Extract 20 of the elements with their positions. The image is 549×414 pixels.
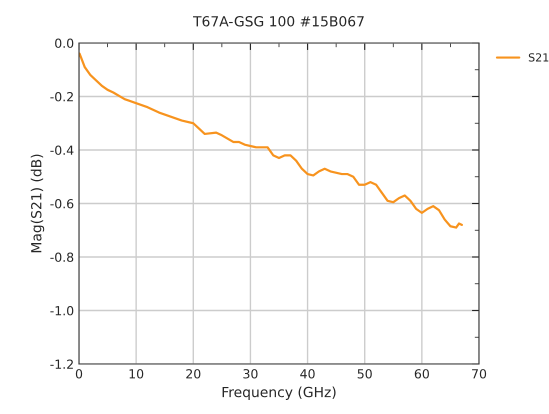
y-tick-label: -0.2 bbox=[50, 92, 73, 102]
x-tick-label: 30 bbox=[243, 369, 258, 379]
y-tick-label: -0.4 bbox=[50, 145, 74, 155]
y-tick-label: -0.8 bbox=[50, 252, 74, 262]
y-axis-title: Mag(S21) (dB) bbox=[30, 154, 44, 252]
line-series bbox=[79, 52, 463, 229]
y-tick-label: -1.2 bbox=[50, 359, 73, 369]
y-tick-label: 0.0 bbox=[55, 38, 74, 48]
x-tick-label: 20 bbox=[186, 369, 200, 379]
x-tick-label: 70 bbox=[472, 369, 486, 379]
y-tick-label: -1.0 bbox=[50, 306, 74, 316]
x-tick-label: 10 bbox=[130, 369, 144, 379]
x-tick-label: 60 bbox=[414, 369, 429, 379]
chart-title: T67A-GSG 100 #15B067 bbox=[193, 16, 364, 27]
x-tick-label: 40 bbox=[300, 369, 315, 379]
x-tick-label: 50 bbox=[358, 369, 372, 379]
x-tick-label: 0 bbox=[76, 369, 82, 379]
legend-label: S21 bbox=[528, 53, 548, 62]
x-axis-title: Frequency (GHz) bbox=[222, 386, 336, 400]
y-tick-label: -0.6 bbox=[50, 198, 74, 208]
